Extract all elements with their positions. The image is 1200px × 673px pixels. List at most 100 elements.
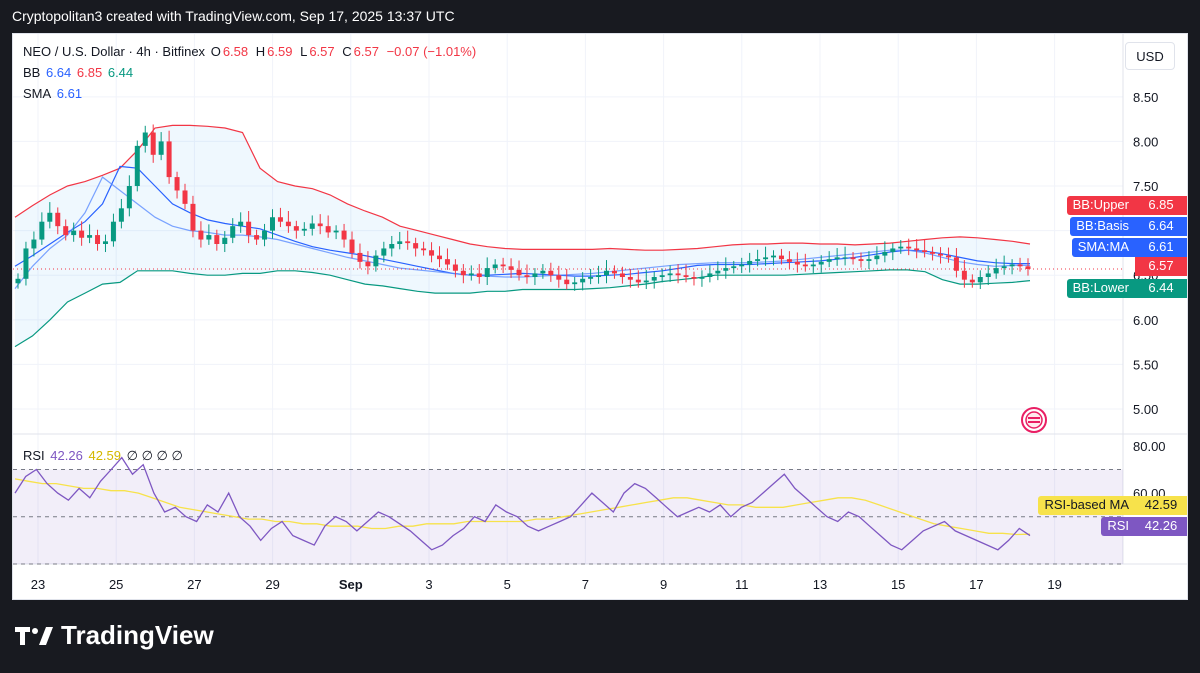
candle-body	[150, 132, 156, 155]
time-axis-label: 13	[813, 577, 827, 592]
bb-basis-value: 6.64	[45, 65, 72, 80]
candle-body	[262, 230, 268, 240]
candle-body	[890, 248, 896, 253]
time-axis-label: 29	[265, 577, 279, 592]
bb-upper-tag: BB:Upper 6.85	[1066, 196, 1187, 215]
open-label: O	[210, 44, 221, 59]
candle-body	[492, 264, 498, 269]
candle-body	[826, 259, 832, 262]
rsi-extra-values: ∅ ∅ ∅ ∅	[126, 448, 183, 463]
candle-body	[436, 255, 442, 260]
candle-body	[755, 259, 761, 261]
bb-lower-tag-value: 6.44	[1135, 279, 1187, 298]
chart-canvas[interactable]: 5.005.506.006.507.007.508.008.5023252729…	[13, 34, 1187, 599]
candle-body	[381, 248, 387, 256]
bb-legend[interactable]: BB 6.64 6.85 6.44	[23, 65, 135, 80]
candle-body	[969, 279, 975, 283]
high-label: H	[255, 44, 266, 59]
rsi-ma-tag-name: RSI-based MA	[1038, 496, 1135, 515]
candle-body	[977, 277, 983, 283]
candle-body	[79, 230, 85, 238]
sma-value: 6.61	[56, 86, 83, 101]
rsi-ma-value: 42.59	[88, 448, 122, 463]
grid-lines	[13, 34, 1187, 565]
candle-body	[405, 241, 411, 244]
candle-body	[548, 270, 554, 276]
candle-body	[715, 270, 721, 274]
flag-icon[interactable]	[1021, 407, 1047, 433]
symbol-name[interactable]: NEO / U.S. Dollar · 4h · Bitfinex	[23, 44, 206, 59]
candle-body	[397, 241, 403, 244]
time-axis-label: 9	[660, 577, 667, 592]
candle-body	[293, 226, 299, 231]
price-axis-label: 7.50	[1133, 179, 1158, 194]
chart-card[interactable]: 5.005.506.006.507.007.508.008.5023252729…	[12, 33, 1188, 600]
rsi-legend[interactable]: RSI 42.26 42.59 ∅ ∅ ∅ ∅	[23, 448, 185, 464]
candle-body	[444, 259, 450, 265]
candle-body	[627, 277, 633, 280]
symbol-legend: NEO / U.S. Dollar · 4h · Bitfinex O 6.58 …	[23, 44, 478, 59]
candle-body	[691, 277, 697, 279]
candle-body	[747, 260, 753, 265]
price-axis-label: 5.00	[1133, 402, 1158, 417]
ohlc-close: C 6.57	[342, 44, 381, 59]
close-label: C	[342, 44, 352, 59]
time-axis-label: 17	[969, 577, 983, 592]
price-axis-label: 6.00	[1133, 313, 1158, 328]
candle-body	[230, 226, 236, 238]
candle-body	[142, 132, 148, 146]
candle-body	[95, 235, 101, 244]
candle-body	[63, 226, 69, 236]
candle-body	[15, 278, 21, 284]
bb-basis-tag-value: 6.64	[1135, 217, 1187, 236]
brand-name: TradingView	[61, 620, 214, 650]
high-value: 6.59	[267, 44, 293, 59]
candle-body	[588, 277, 594, 279]
currency-button[interactable]: USD	[1125, 42, 1175, 70]
candle-body	[47, 212, 53, 222]
bb-upper-tag-value: 6.85	[1135, 196, 1187, 215]
candle-body	[818, 261, 824, 265]
tradingview-brand[interactable]: TradingView	[15, 620, 214, 651]
tradingview-logo-icon	[15, 626, 53, 645]
bb-upper-value: 6.85	[76, 65, 103, 80]
rsi-line	[14, 456, 1031, 551]
bb-label: BB	[23, 65, 41, 80]
ohlc-low: L 6.57	[300, 44, 337, 59]
bb-fill	[15, 125, 1030, 347]
candle-body	[198, 230, 204, 240]
candle-body	[357, 252, 363, 262]
candle-body	[961, 270, 967, 280]
time-axis-label: 3	[425, 577, 432, 592]
rsi-ma-tag: RSI-based MA 42.59	[1038, 496, 1187, 515]
candle-body	[619, 273, 625, 278]
candle-body	[850, 257, 856, 260]
candle-body	[938, 253, 944, 256]
candle-body	[834, 257, 840, 260]
time-axis-label: 7	[582, 577, 589, 592]
candle-body	[341, 230, 347, 240]
candle-body	[763, 257, 769, 260]
low-label: L	[300, 44, 308, 59]
candle-body	[914, 248, 920, 251]
candle-body	[858, 259, 864, 261]
price-axis-label: 8.50	[1133, 90, 1158, 105]
candle-body	[126, 186, 132, 209]
time-axis-label: 5	[504, 577, 511, 592]
close-value: 6.57	[353, 44, 379, 59]
candle-body	[906, 246, 912, 249]
time-axis-label: 23	[31, 577, 45, 592]
candle-body	[643, 280, 649, 283]
candle-body	[699, 277, 705, 279]
candle-body	[778, 255, 784, 260]
candle-body	[413, 243, 419, 249]
sma-legend[interactable]: SMA 6.61	[23, 86, 84, 101]
price-change: −0.07 (−1.01%)	[386, 44, 477, 59]
candle-body	[134, 145, 140, 187]
bb-lower-line	[14, 269, 1031, 348]
rsi-axis-label: 80.00	[1133, 439, 1166, 454]
rsi-tag-name: RSI	[1101, 517, 1135, 536]
price-axis-label: 5.50	[1133, 357, 1158, 372]
candle-body	[675, 273, 681, 276]
candle-body	[508, 266, 514, 270]
